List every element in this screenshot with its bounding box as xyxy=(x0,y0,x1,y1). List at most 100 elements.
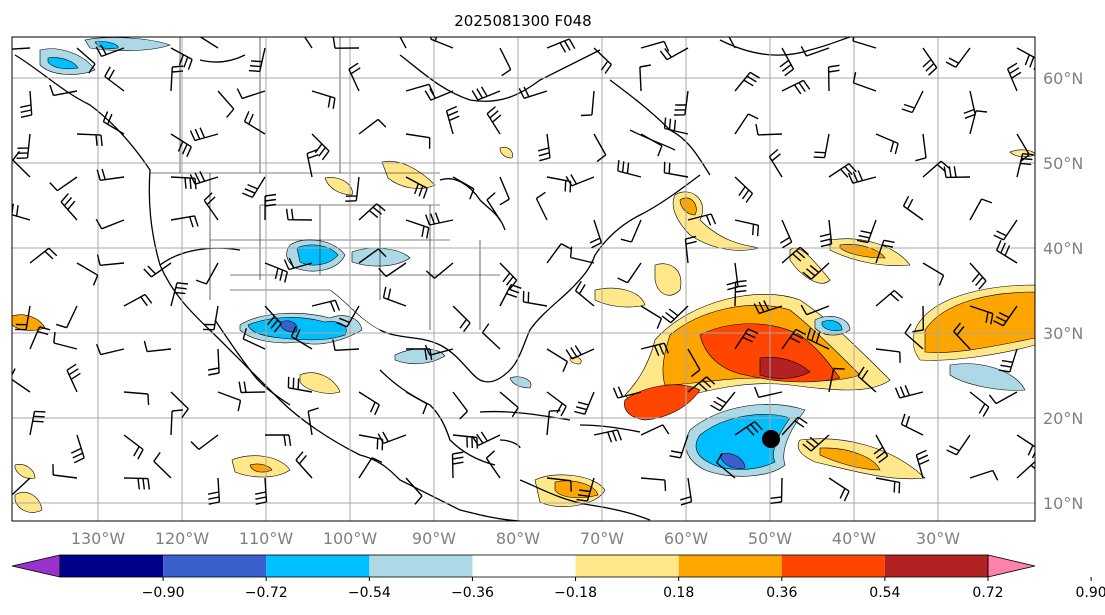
wind-barb xyxy=(217,90,235,118)
wind-barb xyxy=(617,160,642,178)
wind-barb xyxy=(781,328,807,350)
storm-center-marker xyxy=(762,430,780,448)
wind-barb xyxy=(16,133,31,159)
wind-barb xyxy=(76,262,99,286)
wind-barb xyxy=(76,133,103,147)
wind-barb xyxy=(70,434,85,464)
wind-barb xyxy=(922,262,945,286)
wind-barb xyxy=(358,248,387,264)
wind-barb xyxy=(405,133,431,149)
wind-barb xyxy=(673,90,689,116)
wind-barb xyxy=(265,434,292,447)
wind-barb xyxy=(170,215,199,228)
wind-barb xyxy=(875,348,901,363)
wind-barb xyxy=(285,208,313,221)
wind-barb xyxy=(303,37,313,49)
wind-barb xyxy=(687,213,717,226)
wind-barb xyxy=(123,293,153,307)
wind-barb xyxy=(969,305,994,325)
wind-barb xyxy=(348,62,361,92)
colorbar-segment xyxy=(575,555,679,577)
wind-barb xyxy=(242,328,266,350)
wind-barb xyxy=(170,282,188,307)
wind-barb xyxy=(640,305,663,329)
wind-barb xyxy=(306,149,319,178)
wind-barb xyxy=(102,111,125,135)
wind-barb xyxy=(546,243,572,264)
wind-barb xyxy=(104,66,125,92)
wind-barb xyxy=(358,391,380,416)
wind-barb xyxy=(535,191,548,221)
wind-barb xyxy=(565,174,595,187)
wind-barb xyxy=(66,363,81,393)
lat-label: 30°N xyxy=(1043,324,1083,343)
wind-barb xyxy=(499,47,512,77)
colorbar-extend-min xyxy=(11,554,61,578)
wind-barb xyxy=(988,391,1018,405)
wind-barb xyxy=(802,434,830,452)
wind-barb xyxy=(254,477,268,505)
wind-barb xyxy=(663,117,689,135)
wind-barb xyxy=(856,219,877,244)
wind-barb xyxy=(569,246,595,264)
wind-barb xyxy=(945,47,971,68)
wind-barb xyxy=(405,219,430,239)
wind-barb xyxy=(264,262,288,283)
wind-barb xyxy=(486,106,502,135)
wind-barb xyxy=(451,451,464,479)
longitude-labels: 130°W 120°W 110°W 100°W 90°W 80°W 70°W 6… xyxy=(71,529,960,548)
wind-barb xyxy=(781,416,808,436)
wind-barb xyxy=(998,348,1018,373)
wind-barb xyxy=(969,110,988,135)
colorbar-segment xyxy=(781,555,885,577)
lon-label: 120°W xyxy=(155,529,210,548)
wind-barb xyxy=(499,284,522,307)
wind-barb xyxy=(1006,62,1022,92)
wind-barb xyxy=(405,176,428,199)
wind-barb xyxy=(710,391,736,412)
wind-barb xyxy=(813,133,830,159)
colorbar-tick-label: −0.54 xyxy=(348,585,391,601)
wind-barb xyxy=(617,262,642,284)
wind-barb xyxy=(499,176,510,206)
wind-barb xyxy=(143,262,172,278)
colorbar-tick-label: −0.36 xyxy=(451,585,494,601)
wind-barb xyxy=(336,305,360,328)
wind-barb xyxy=(96,254,125,266)
wind-barb xyxy=(424,344,454,356)
wind-barb xyxy=(894,385,924,399)
lat-label: 60°N xyxy=(1043,69,1083,88)
wind-barb xyxy=(405,391,428,415)
colorbar-tick-label: −0.18 xyxy=(554,585,597,601)
wind-barb xyxy=(574,280,595,307)
wind-barb xyxy=(382,286,407,307)
wind-barb xyxy=(546,477,572,492)
wind-barb xyxy=(425,262,454,279)
wind-barb xyxy=(53,331,78,350)
wind-barb xyxy=(852,37,877,49)
wind-barb xyxy=(915,133,927,162)
wind-barb xyxy=(768,148,783,178)
wind-barb xyxy=(12,203,31,221)
wind-barb xyxy=(875,239,895,264)
wind-barb xyxy=(96,168,125,181)
wind-barb xyxy=(485,450,501,479)
wind-barb xyxy=(946,434,971,456)
wind-barb xyxy=(486,192,501,221)
lon-label: 100°W xyxy=(323,529,378,548)
wind-barb xyxy=(217,391,242,412)
wind-barb xyxy=(640,424,670,436)
wind-barb xyxy=(332,37,360,49)
wind-barb xyxy=(295,451,313,479)
wind-barb xyxy=(770,477,783,504)
colorbar-tick-label: −0.72 xyxy=(245,585,288,601)
wind-barb xyxy=(170,65,184,92)
wind-barb xyxy=(827,64,840,92)
wind-barb xyxy=(663,161,689,178)
lat-label: 50°N xyxy=(1043,154,1083,173)
wind-barb xyxy=(1016,47,1035,71)
wind-barb xyxy=(589,219,603,249)
lat-label: 10°N xyxy=(1043,494,1083,513)
lat-label: 20°N xyxy=(1043,409,1083,428)
wind-barb xyxy=(481,323,501,350)
